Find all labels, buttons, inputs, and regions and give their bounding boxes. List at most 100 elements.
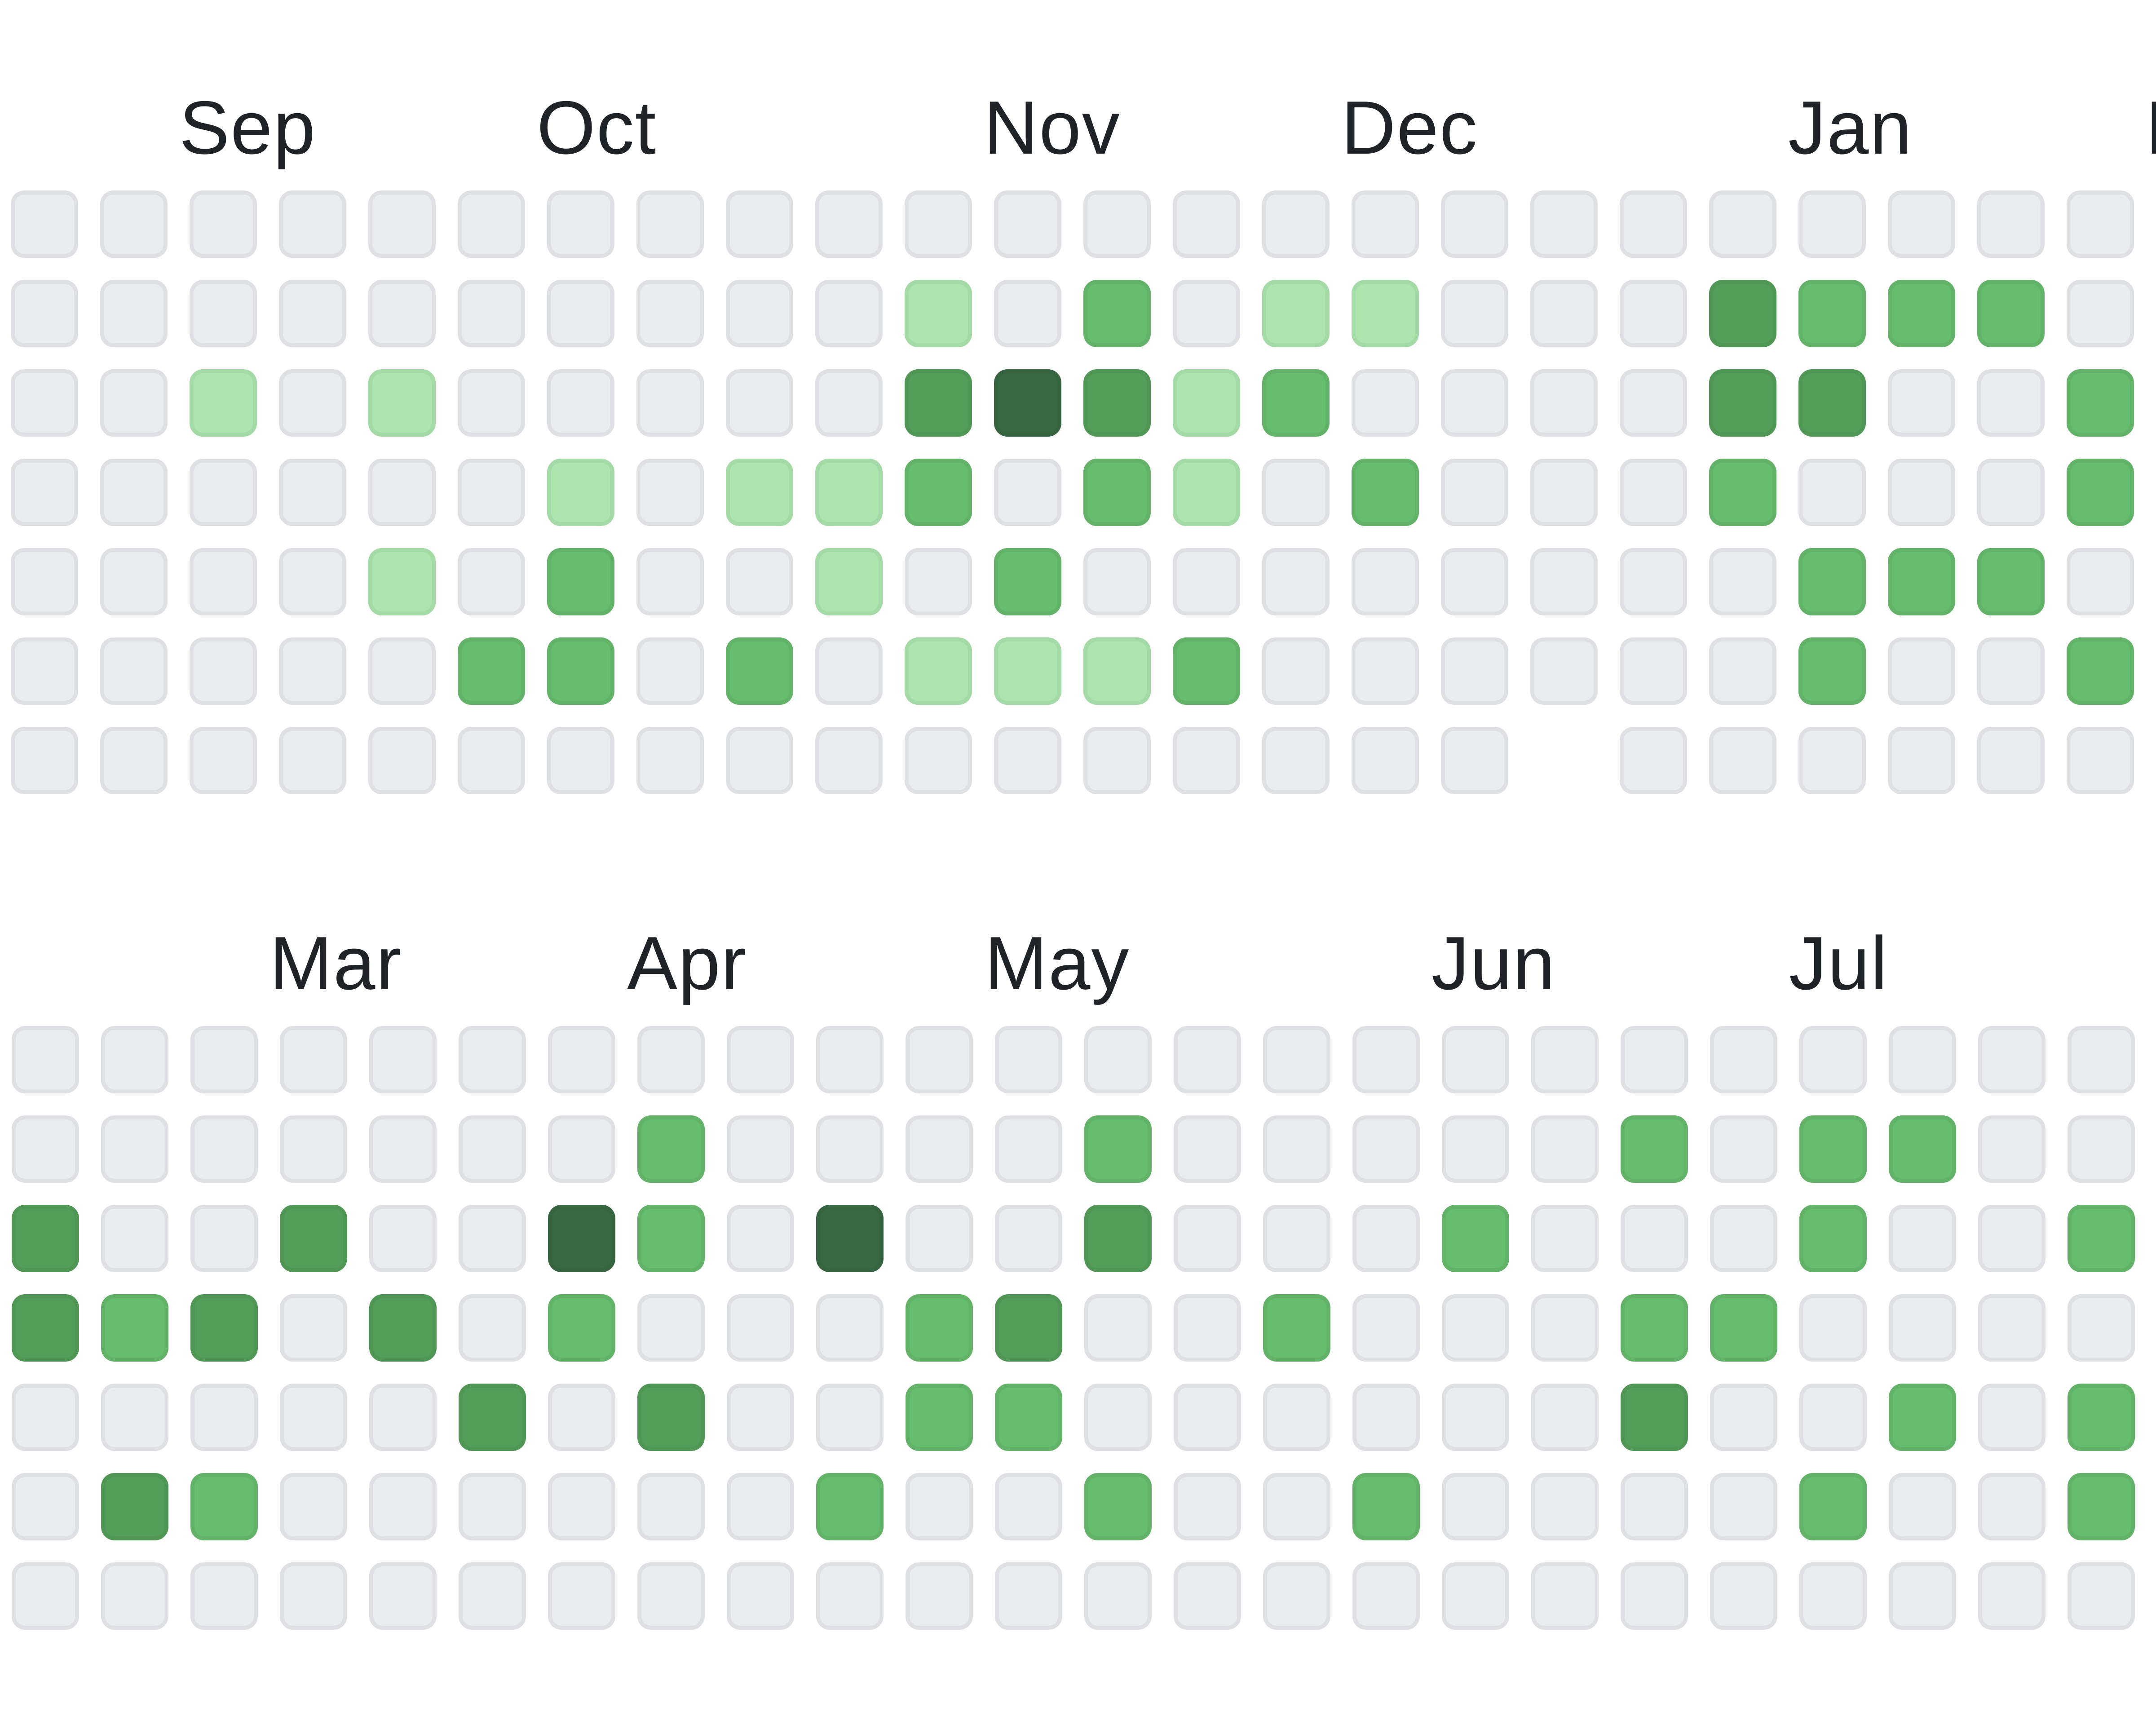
heatmap-cell[interactable]	[816, 1294, 884, 1362]
heatmap-cell[interactable]	[1531, 1562, 1599, 1630]
heatmap-cell[interactable]	[636, 280, 704, 347]
heatmap-cell[interactable]	[1977, 280, 2045, 347]
heatmap-cell[interactable]	[727, 1384, 794, 1451]
heatmap-cell[interactable]	[459, 1562, 526, 1630]
heatmap-cell[interactable]	[1888, 369, 1955, 437]
heatmap-cell[interactable]	[636, 369, 704, 437]
heatmap-cell[interactable]	[1798, 637, 1866, 705]
heatmap-cell[interactable]	[1978, 1115, 2046, 1183]
heatmap-cell[interactable]	[905, 190, 972, 258]
heatmap-cell[interactable]	[1174, 1026, 1241, 1093]
heatmap-cell[interactable]	[1889, 1205, 1956, 1272]
heatmap-cell[interactable]	[1352, 369, 1419, 437]
heatmap-cell[interactable]	[1352, 1562, 1420, 1630]
heatmap-cell[interactable]	[1263, 1384, 1330, 1451]
heatmap-cell[interactable]	[815, 190, 883, 258]
heatmap-cell[interactable]	[2068, 1115, 2135, 1183]
heatmap-cell[interactable]	[816, 1473, 884, 1540]
heatmap-cell[interactable]	[1888, 190, 1955, 258]
heatmap-cell[interactable]	[1441, 190, 1508, 258]
heatmap-cell[interactable]	[11, 280, 78, 347]
heatmap-cell[interactable]	[1530, 548, 1598, 615]
heatmap-cell[interactable]	[726, 459, 793, 526]
heatmap-cell[interactable]	[2067, 459, 2134, 526]
heatmap-cell[interactable]	[1798, 369, 1866, 437]
heatmap-cell[interactable]	[816, 1562, 884, 1630]
heatmap-cell[interactable]	[368, 548, 436, 615]
heatmap-cell[interactable]	[369, 1115, 437, 1183]
heatmap-cell[interactable]	[1709, 727, 1776, 794]
heatmap-cell[interactable]	[905, 459, 972, 526]
heatmap-cell[interactable]	[1352, 1294, 1420, 1362]
heatmap-cell[interactable]	[1083, 727, 1151, 794]
heatmap-cell[interactable]	[1174, 1294, 1241, 1362]
heatmap-cell[interactable]	[1621, 1205, 1688, 1272]
heatmap-cell[interactable]	[1442, 1294, 1509, 1362]
heatmap-cell[interactable]	[1799, 1294, 1867, 1362]
heatmap-cell[interactable]	[1798, 727, 1866, 794]
heatmap-cell[interactable]	[1263, 1026, 1330, 1093]
heatmap-cell[interactable]	[548, 1562, 615, 1630]
heatmap-cell[interactable]	[727, 1205, 794, 1272]
heatmap-cell[interactable]	[100, 369, 168, 437]
heatmap-cell[interactable]	[636, 190, 704, 258]
heatmap-cell[interactable]	[12, 1115, 79, 1183]
heatmap-cell[interactable]	[2067, 637, 2134, 705]
heatmap-cell[interactable]	[994, 459, 1061, 526]
heatmap-cell[interactable]	[101, 1473, 168, 1540]
heatmap-cell[interactable]	[994, 727, 1061, 794]
heatmap-cell[interactable]	[1531, 1384, 1599, 1451]
heatmap-cell[interactable]	[12, 1562, 79, 1630]
heatmap-cell[interactable]	[1531, 1026, 1599, 1093]
heatmap-cell[interactable]	[548, 1473, 615, 1540]
heatmap-cell[interactable]	[2067, 190, 2134, 258]
heatmap-cell[interactable]	[726, 369, 793, 437]
heatmap-cell[interactable]	[368, 637, 436, 705]
heatmap-cell[interactable]	[190, 1115, 258, 1183]
heatmap-cell[interactable]	[11, 190, 78, 258]
heatmap-cell[interactable]	[1709, 459, 1776, 526]
heatmap-cell[interactable]	[1262, 190, 1330, 258]
heatmap-cell[interactable]	[1083, 637, 1151, 705]
heatmap-cell[interactable]	[1352, 637, 1419, 705]
heatmap-cell[interactable]	[1262, 280, 1330, 347]
heatmap-cell[interactable]	[368, 369, 436, 437]
heatmap-cell[interactable]	[100, 637, 168, 705]
heatmap-cell[interactable]	[637, 1384, 705, 1451]
heatmap-cell[interactable]	[458, 369, 525, 437]
heatmap-cell[interactable]	[1620, 459, 1687, 526]
heatmap-cell[interactable]	[1889, 1473, 1956, 1540]
heatmap-cell[interactable]	[1710, 1562, 1777, 1630]
heatmap-cell[interactable]	[190, 1384, 258, 1451]
heatmap-cell[interactable]	[637, 1115, 705, 1183]
heatmap-cell[interactable]	[368, 280, 436, 347]
heatmap-cell[interactable]	[101, 1294, 168, 1362]
heatmap-cell[interactable]	[280, 1115, 347, 1183]
heatmap-cell[interactable]	[906, 1205, 973, 1272]
heatmap-cell[interactable]	[1442, 1562, 1509, 1630]
heatmap-cell[interactable]	[1889, 1562, 1956, 1630]
heatmap-cell[interactable]	[1799, 1384, 1867, 1451]
heatmap-cell[interactable]	[2068, 1562, 2135, 1630]
heatmap-cell[interactable]	[12, 1026, 79, 1093]
heatmap-cell[interactable]	[815, 280, 883, 347]
heatmap-cell[interactable]	[190, 280, 257, 347]
heatmap-cell[interactable]	[1709, 280, 1776, 347]
heatmap-cell[interactable]	[12, 1294, 79, 1362]
heatmap-cell[interactable]	[190, 1026, 258, 1093]
heatmap-cell[interactable]	[1263, 1562, 1330, 1630]
heatmap-cell[interactable]	[1799, 1205, 1867, 1272]
heatmap-cell[interactable]	[1978, 1026, 2046, 1093]
heatmap-cell[interactable]	[459, 1026, 526, 1093]
heatmap-cell[interactable]	[1889, 1115, 1956, 1183]
heatmap-cell[interactable]	[1531, 1205, 1599, 1272]
heatmap-cell[interactable]	[101, 1205, 168, 1272]
heatmap-cell[interactable]	[1889, 1294, 1956, 1362]
heatmap-cell[interactable]	[816, 1115, 884, 1183]
heatmap-cell[interactable]	[548, 1205, 615, 1272]
heatmap-cell[interactable]	[1977, 637, 2045, 705]
heatmap-cell[interactable]	[279, 459, 346, 526]
heatmap-cell[interactable]	[1352, 548, 1419, 615]
heatmap-cell[interactable]	[1889, 1384, 1956, 1451]
heatmap-cell[interactable]	[279, 190, 346, 258]
